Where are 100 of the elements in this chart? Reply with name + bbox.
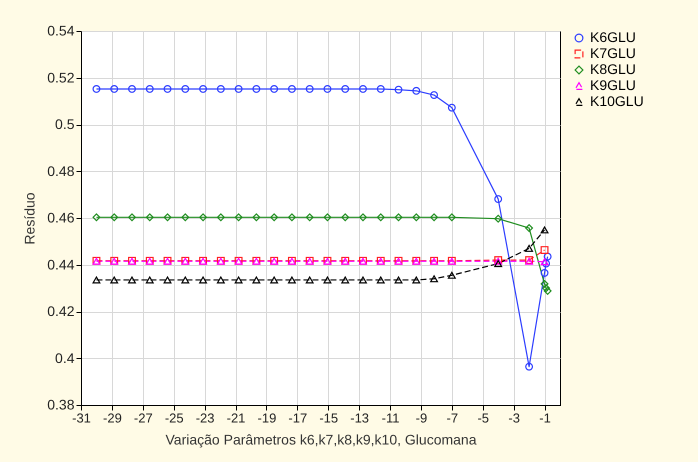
point [376,276,385,284]
point [525,362,534,371]
point [306,213,314,222]
point [394,86,402,94]
point [448,272,456,279]
point [270,276,278,284]
x-tick-label: -17 [288,410,308,426]
point [199,276,208,284]
x-tick-label: -27 [134,410,153,426]
point [412,213,420,222]
point [341,276,350,284]
point [181,276,190,284]
point [359,213,367,222]
point [110,85,118,93]
x-tick-label: -29 [103,410,122,426]
point [288,276,296,284]
point [359,276,367,284]
point [540,226,548,234]
point [448,213,456,222]
point [164,85,172,93]
point [412,276,420,284]
point [164,213,172,222]
point [324,85,332,93]
x-tick-label: -19 [258,410,276,426]
point [146,276,154,284]
point [540,268,548,277]
y-tick-label: 0.44 [47,256,75,272]
point [540,280,548,288]
point [525,224,534,232]
point [146,213,154,222]
x-tick-label: -7 [446,410,458,426]
point [359,85,367,93]
point [542,260,550,268]
x-axis-title: Variação Parâmetros k6,k7,k8,k9,k10, Glucomana [165,432,477,448]
point [199,85,208,93]
y-tick-label: 0.4 [55,350,75,366]
point [92,213,100,222]
point [181,85,190,93]
point [128,276,136,284]
y-tick-label: 0.5 [55,116,75,132]
x-tick-label: -13 [350,410,370,426]
point [544,252,552,261]
point [288,213,296,222]
legend-label: K9GLU [590,77,636,93]
point [494,214,502,223]
x-tick-label: -3 [508,410,520,426]
x-tick-label: -9 [416,410,428,426]
point [306,85,314,93]
point [234,85,243,93]
y-tick-label: 0.54 [47,22,75,38]
point [341,213,350,222]
x-tick-label: -21 [226,410,246,426]
point [430,91,438,99]
point [412,86,420,95]
point [216,85,225,93]
point [216,213,225,222]
point [324,276,332,284]
y-axis-title: Resíduo [21,192,38,245]
point [540,246,548,254]
point [128,213,136,222]
point [288,85,296,93]
point [252,276,260,284]
y-tick-label: 0.42 [47,303,75,319]
x-tick-label: -31 [72,410,91,426]
point [270,85,278,93]
y-tick-label: 0.52 [47,69,75,86]
point [542,284,550,292]
point [544,286,552,295]
point [494,195,502,204]
point [181,213,190,222]
point [110,276,118,284]
point [92,85,100,93]
point [376,85,385,93]
point [341,85,350,93]
legend-label: K7GLU [590,45,636,61]
point [430,275,438,282]
point [394,213,402,222]
y-tick-label: 0.48 [47,162,75,179]
point [234,276,243,284]
point [306,276,314,284]
point [525,244,534,252]
point [394,276,402,284]
point [252,213,260,222]
point [324,213,332,222]
point [430,213,438,222]
point [92,276,100,284]
point [199,213,208,222]
x-tick-label: -11 [382,410,400,426]
point [110,213,118,222]
x-tick-label: -1 [539,410,551,426]
legend-label: K8GLU [590,61,636,77]
point [216,276,225,284]
point [164,276,172,284]
point [376,213,385,222]
x-tick-label: -15 [319,410,338,426]
point [270,213,278,222]
point [252,85,260,93]
x-tick-label: -5 [477,410,490,426]
point [494,260,502,268]
y-tick-label: 0.38 [47,396,75,412]
